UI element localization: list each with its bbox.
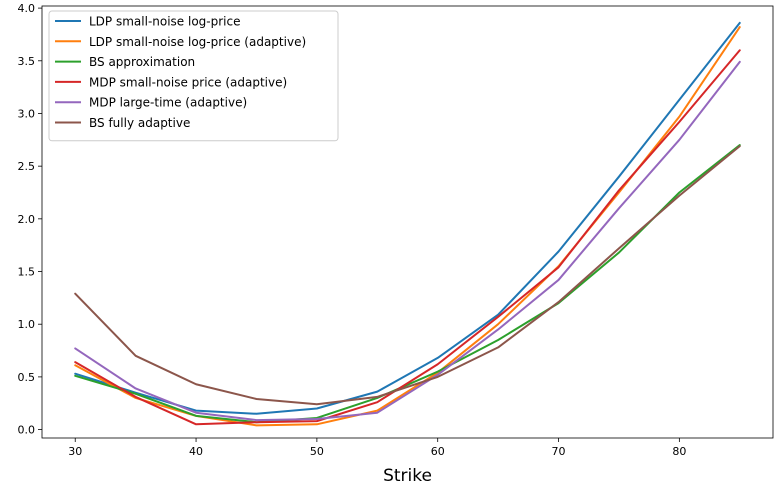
- y-tick-label: 1.5: [18, 266, 36, 279]
- legend-entry-label: BS approximation: [89, 55, 195, 69]
- x-tick-label: 70: [552, 445, 566, 458]
- legend-entry-label: LDP small-noise log-price (adaptive): [89, 35, 306, 49]
- legend: LDP small-noise log-price LDP small-noise…: [48, 10, 339, 142]
- series-layer: [74, 21, 741, 427]
- x-tick-label: 60: [431, 445, 445, 458]
- legend-entry-label: BS fully adaptive: [89, 116, 190, 130]
- x-axis-ticks: 30 40 50 60 70 80: [68, 438, 686, 458]
- y-tick-label: 4.0: [18, 2, 36, 15]
- legend-entry-label: LDP small-noise log-price: [89, 15, 241, 29]
- y-axis-ticks: 0.0 0.5 1.0 1.5 2.0 2.5 3.0 3.5 4.0: [18, 2, 42, 437]
- x-axis-label: Strike: [383, 466, 432, 486]
- y-tick-label: 3.5: [18, 55, 36, 68]
- legend-box: [48, 10, 339, 142]
- legend-entry-label: MDP large-time (adaptive): [89, 96, 247, 110]
- plot-area-frame: [41, 5, 774, 439]
- y-tick-label: 1.0: [18, 318, 36, 331]
- x-tick-label: 80: [672, 445, 686, 458]
- series-line-6: [74, 145, 741, 406]
- y-tick-label: 3.0: [18, 107, 36, 120]
- series-line-3: [74, 144, 741, 424]
- x-tick-label: 40: [189, 445, 203, 458]
- series-line-4: [74, 49, 741, 426]
- y-tick-label: 2.0: [18, 213, 36, 226]
- y-tick-label: 2.5: [18, 160, 36, 173]
- x-tick-label: 50: [310, 445, 324, 458]
- x-tick-label: 30: [68, 445, 82, 458]
- y-tick-label: 0.5: [18, 371, 36, 384]
- y-tick-label: 0.0: [18, 424, 36, 437]
- legend-entry-label: MDP small-noise price (adaptive): [89, 75, 287, 89]
- series-line-5: [74, 60, 741, 422]
